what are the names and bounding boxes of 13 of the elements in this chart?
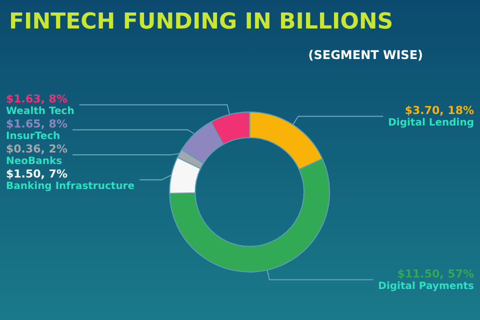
data-label: $0.36, 2%	[6, 142, 68, 156]
chart-title: FINTECH FUNDING IN BILLIONS	[9, 10, 394, 34]
slice-label: NeoBanks	[6, 156, 62, 167]
chart-subtitle: (SEGMENT WISE)	[308, 48, 424, 62]
slice-label: Banking Infrastructure	[6, 180, 135, 192]
slice-label: Digital Lending	[388, 117, 474, 128]
slice-label: Digital Payments	[378, 280, 474, 292]
slice-label: Wealth Tech	[6, 106, 74, 117]
data-label: $1.50, 7%	[6, 167, 68, 180]
data-label: $3.70, 18%	[404, 104, 474, 117]
data-label: $1.63, 8%	[6, 92, 68, 106]
data-label: $1.65, 8%	[6, 117, 68, 130]
slice-label: InsurTech	[6, 130, 60, 142]
